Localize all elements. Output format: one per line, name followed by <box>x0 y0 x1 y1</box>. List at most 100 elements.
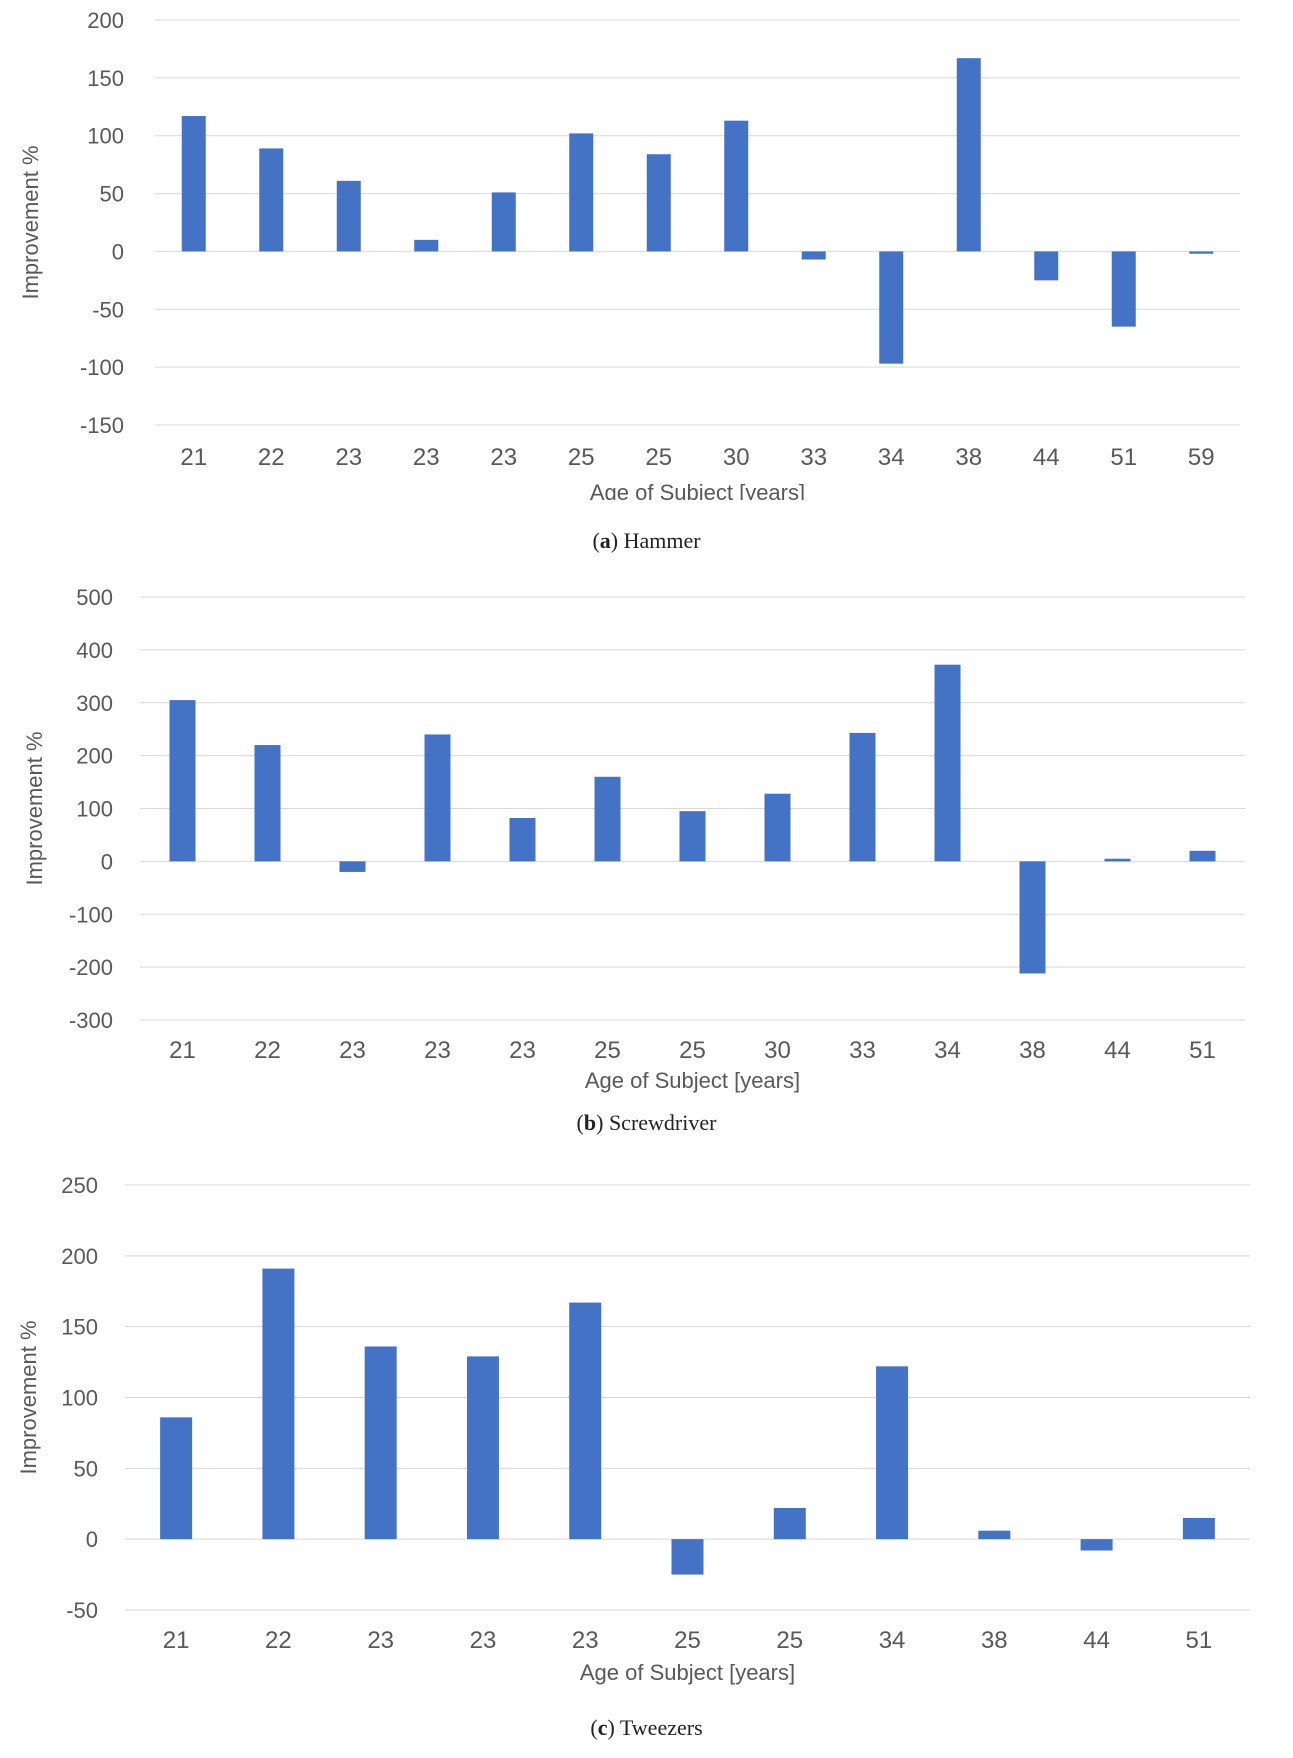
x-tick-label: 23 <box>335 444 362 471</box>
x-axis-title: Age of Subject [years] <box>585 1068 800 1093</box>
x-tick-label: 23 <box>572 1627 599 1654</box>
caption-text: Hammer <box>623 528 701 553</box>
x-tick-label: 59 <box>1188 444 1215 471</box>
bar-6 <box>594 776 621 862</box>
bar-3 <box>336 180 361 252</box>
x-tick-label: 23 <box>339 1037 366 1064</box>
bar-8 <box>764 793 791 862</box>
y-tick-label: 200 <box>87 8 124 33</box>
y-axis-title: Improvement % <box>18 145 43 299</box>
x-tick-label: 21 <box>169 1037 196 1064</box>
x-tick-label: 23 <box>367 1627 394 1654</box>
bar-1 <box>169 700 196 862</box>
bar-6 <box>569 133 594 252</box>
x-tick-label: 21 <box>163 1627 190 1654</box>
y-tick-label: 150 <box>87 66 124 91</box>
bar-5 <box>569 1302 602 1540</box>
y-tick-label: -150 <box>80 413 124 438</box>
bar-11 <box>956 58 981 252</box>
y-tick-label: 50 <box>74 1456 98 1481</box>
bar-10 <box>879 251 904 364</box>
bar-11 <box>1182 1517 1215 1540</box>
x-tick-label: 25 <box>594 1037 621 1064</box>
bar-5 <box>491 192 516 252</box>
x-tick-label: 25 <box>679 1037 706 1064</box>
x-tick-label: 30 <box>764 1037 791 1064</box>
x-tick-label: 23 <box>490 444 517 471</box>
x-tick-label: 33 <box>849 1037 876 1064</box>
caption-screwdriver: (b) Screwdriver <box>576 1110 717 1135</box>
bar-7 <box>679 811 706 862</box>
caption-letter: a <box>599 528 611 553</box>
y-tick-label: -50 <box>92 297 124 322</box>
y-axis-title: Improvement % <box>16 1320 41 1474</box>
bar-2 <box>259 148 284 252</box>
x-tick-label: 25 <box>776 1627 803 1654</box>
x-tick-label: 38 <box>981 1627 1008 1654</box>
x-tick-label: 25 <box>568 444 595 471</box>
x-tick-label: 23 <box>509 1037 536 1064</box>
bar-14 <box>1189 251 1214 254</box>
bar-12 <box>1104 858 1131 862</box>
x-tick-label: 21 <box>180 444 207 471</box>
chart-panel-screwdriver: -300 -200 -100 0 100 200 300 400 500 21 22 23 23 23 25… <box>0 580 1293 1140</box>
bar-4 <box>424 734 451 862</box>
bar-9 <box>978 1530 1011 1540</box>
bar-1 <box>160 1417 193 1540</box>
x-tick-label: 38 <box>1019 1037 1046 1064</box>
caption-tweezers: (c) Tweezers <box>590 1715 703 1740</box>
bar-6 <box>671 1539 704 1575</box>
y-tick-label: 200 <box>61 1244 98 1269</box>
y-tick-label: 100 <box>76 797 113 822</box>
y-tick-label: 300 <box>76 691 113 716</box>
y-tick-label: 400 <box>76 638 113 663</box>
x-tick-label: 44 <box>1083 1627 1110 1654</box>
y-tick-label: 0 <box>112 239 124 264</box>
y-tick-label: -300 <box>69 1008 113 1033</box>
bar-8 <box>876 1366 909 1540</box>
bar-9 <box>801 251 826 260</box>
caption-text: Screwdriver <box>608 1110 717 1135</box>
bar-1 <box>181 116 206 252</box>
y-tick-label: -200 <box>69 955 113 980</box>
x-tick-label: 23 <box>413 444 440 471</box>
x-tick-label: 25 <box>645 444 672 471</box>
x-tick-label: 22 <box>265 1627 292 1654</box>
bar-3 <box>364 1346 397 1540</box>
x-axis-title: Age of Subject [years] <box>580 1660 795 1685</box>
chart-tweezers: -50 0 50 100 150 200 250 21 22 23 23 23 25 25 34 38 44 51… <box>16 1173 1250 1685</box>
bar-4 <box>466 1356 499 1540</box>
bar-3 <box>339 861 366 872</box>
x-tick-label: 22 <box>254 1037 281 1064</box>
x-tick-label: 23 <box>470 1627 497 1654</box>
caption-hammer: (a) Hammer <box>592 528 701 553</box>
x-tick-label: 51 <box>1189 1037 1216 1064</box>
x-tick-label: 51 <box>1110 444 1137 471</box>
bar-7 <box>646 154 671 252</box>
x-tick-label: 34 <box>878 444 905 471</box>
y-tick-label: 250 <box>61 1173 98 1198</box>
x-tick-label: 22 <box>258 444 285 471</box>
bar-4 <box>414 239 439 252</box>
bar-10 <box>934 664 961 862</box>
y-tick-label: 100 <box>61 1386 98 1411</box>
x-tick-label: 44 <box>1033 444 1060 471</box>
x-tick-label: 51 <box>1186 1627 1213 1654</box>
y-tick-label: 150 <box>61 1315 98 1340</box>
chart-panel-hammer: -150 -100 -50 0 50 100 150 200 21 22 23 23 23 25 25 30 3… <box>0 0 1293 553</box>
chart-hammer: -150 -100 -50 0 50 100 150 200 21 22 23 23 23 25 25 30 3… <box>18 8 1240 500</box>
y-tick-label: 100 <box>87 124 124 149</box>
x-tick-label: 38 <box>955 444 982 471</box>
x-tick-label: 25 <box>674 1627 701 1654</box>
bar-5 <box>509 818 536 862</box>
bar-13 <box>1189 850 1216 862</box>
bar-13 <box>1111 251 1136 327</box>
bar-2 <box>254 745 281 862</box>
y-tick-label: 500 <box>76 585 113 610</box>
x-axis-title: Age of Subject [years] <box>590 480 805 500</box>
bar-10 <box>1080 1539 1113 1551</box>
y-tick-label: 50 <box>100 182 124 207</box>
y-tick-label: 0 <box>86 1527 98 1552</box>
bar-2 <box>262 1268 295 1540</box>
y-tick-label: 0 <box>101 849 113 874</box>
